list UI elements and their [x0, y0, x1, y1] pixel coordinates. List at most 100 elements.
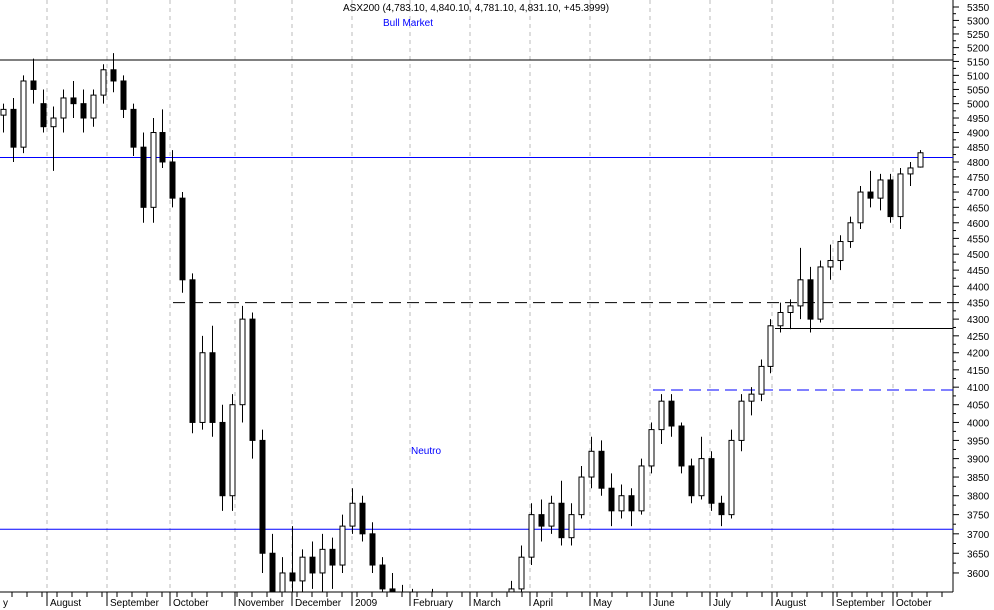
candle-body	[209, 352, 216, 423]
y-tick-label: 4500	[967, 250, 990, 261]
annotation-neutro: Neutro	[411, 446, 442, 457]
chart-title: ASX200 (4,783.10, 4,840.10, 4,781.10, 4,…	[343, 3, 610, 14]
candle-body	[329, 548, 336, 566]
candle-body	[678, 425, 685, 467]
y-tick-label: 4350	[967, 299, 990, 310]
candle-body	[100, 69, 107, 96]
candle-body	[718, 502, 725, 516]
y-tick-label: 4750	[967, 173, 990, 184]
y-tick-label: 5200	[967, 44, 990, 55]
y-tick-label: 4050	[967, 401, 990, 412]
candle-body	[767, 325, 774, 367]
candle-body	[229, 404, 236, 497]
candle-body	[668, 400, 675, 427]
candle-body	[20, 80, 27, 148]
y-tick-label: 4300	[967, 315, 990, 326]
x-tick-label: August	[50, 598, 81, 609]
candle-body	[359, 502, 366, 535]
y-tick-label: 4100	[967, 383, 990, 394]
x-tick-label: May	[593, 598, 612, 609]
candle-body	[339, 525, 346, 566]
y-tick-label: 4250	[967, 332, 990, 343]
candle-body	[369, 533, 376, 566]
candle-body	[548, 502, 555, 527]
candle-body	[897, 173, 904, 218]
candle-body	[728, 439, 735, 516]
x-tick-label: September	[110, 598, 160, 609]
candle-body	[249, 318, 256, 441]
candle-body	[568, 514, 575, 539]
candle-body	[787, 305, 794, 313]
y-tick-label: 5300	[967, 16, 990, 27]
y-tick-label: 4900	[967, 129, 990, 140]
y-tick-label: 5100	[967, 71, 990, 82]
candle-body	[169, 161, 176, 199]
candle-body	[239, 318, 246, 406]
x-tick-label: y	[3, 598, 8, 609]
candle-body	[847, 222, 854, 243]
candle-body	[389, 588, 396, 593]
candle-body	[887, 179, 894, 218]
candle-body	[189, 279, 196, 423]
candle-body	[777, 311, 784, 327]
candle-body	[648, 429, 655, 467]
y-tick-label: 3600	[967, 569, 990, 580]
x-tick-label: June	[653, 598, 675, 609]
candle-body	[319, 548, 326, 574]
candle-body	[708, 458, 715, 504]
candle-body	[518, 556, 525, 590]
candle-body	[379, 564, 386, 590]
candle-body	[797, 279, 804, 307]
candle-body	[179, 197, 186, 281]
candle-body	[807, 279, 814, 320]
x-tick-label: November	[238, 598, 285, 609]
y-tick-label: 5050	[967, 85, 990, 96]
candle-body	[538, 514, 545, 527]
annotation-bull-market: Bull Market	[383, 18, 434, 29]
y-tick-label: 5000	[967, 100, 990, 111]
candle-body	[150, 132, 157, 208]
candle-body	[857, 191, 864, 224]
x-tick-label: 2009	[355, 598, 378, 609]
candle-body	[917, 152, 924, 168]
candle-body	[528, 514, 535, 558]
candle-body	[588, 450, 595, 478]
y-tick-label: 3850	[967, 473, 990, 484]
y-tick-label: 3800	[967, 492, 990, 503]
candle-body	[70, 97, 77, 105]
candle-body	[688, 465, 695, 497]
y-tick-label: 5150	[967, 57, 990, 68]
candle-body	[578, 476, 585, 516]
candle-body	[279, 572, 286, 593]
candle-body	[120, 80, 127, 110]
candle-body	[598, 450, 605, 489]
candle-body	[90, 94, 97, 119]
y-tick-label: 4000	[967, 418, 990, 429]
y-tick-label: 4700	[967, 188, 990, 199]
y-tick-label: 4200	[967, 349, 990, 360]
x-tick-label: August	[775, 598, 806, 609]
y-tick-label: 4550	[967, 234, 990, 245]
x-tick-label: October	[896, 598, 932, 609]
y-tick-label: 4400	[967, 282, 990, 293]
x-tick-label: December	[295, 598, 342, 609]
candle-body	[219, 421, 226, 497]
y-tick-label: 5250	[967, 30, 990, 41]
candle-body	[608, 487, 615, 512]
candle-body	[259, 439, 266, 554]
candle-body	[130, 108, 137, 148]
candle-body	[30, 80, 37, 90]
x-tick-label: September	[836, 598, 886, 609]
candle-body	[508, 588, 515, 593]
candle-body	[50, 117, 57, 128]
y-tick-label: 4650	[967, 203, 990, 214]
candle-body	[618, 495, 625, 512]
y-tick-label: 4800	[967, 158, 990, 169]
candle-body	[837, 241, 844, 262]
candle-body	[110, 69, 117, 82]
candle-body	[758, 365, 765, 395]
candle-body	[299, 556, 306, 582]
y-tick-label: 3700	[967, 530, 990, 541]
candle-body	[877, 179, 884, 199]
